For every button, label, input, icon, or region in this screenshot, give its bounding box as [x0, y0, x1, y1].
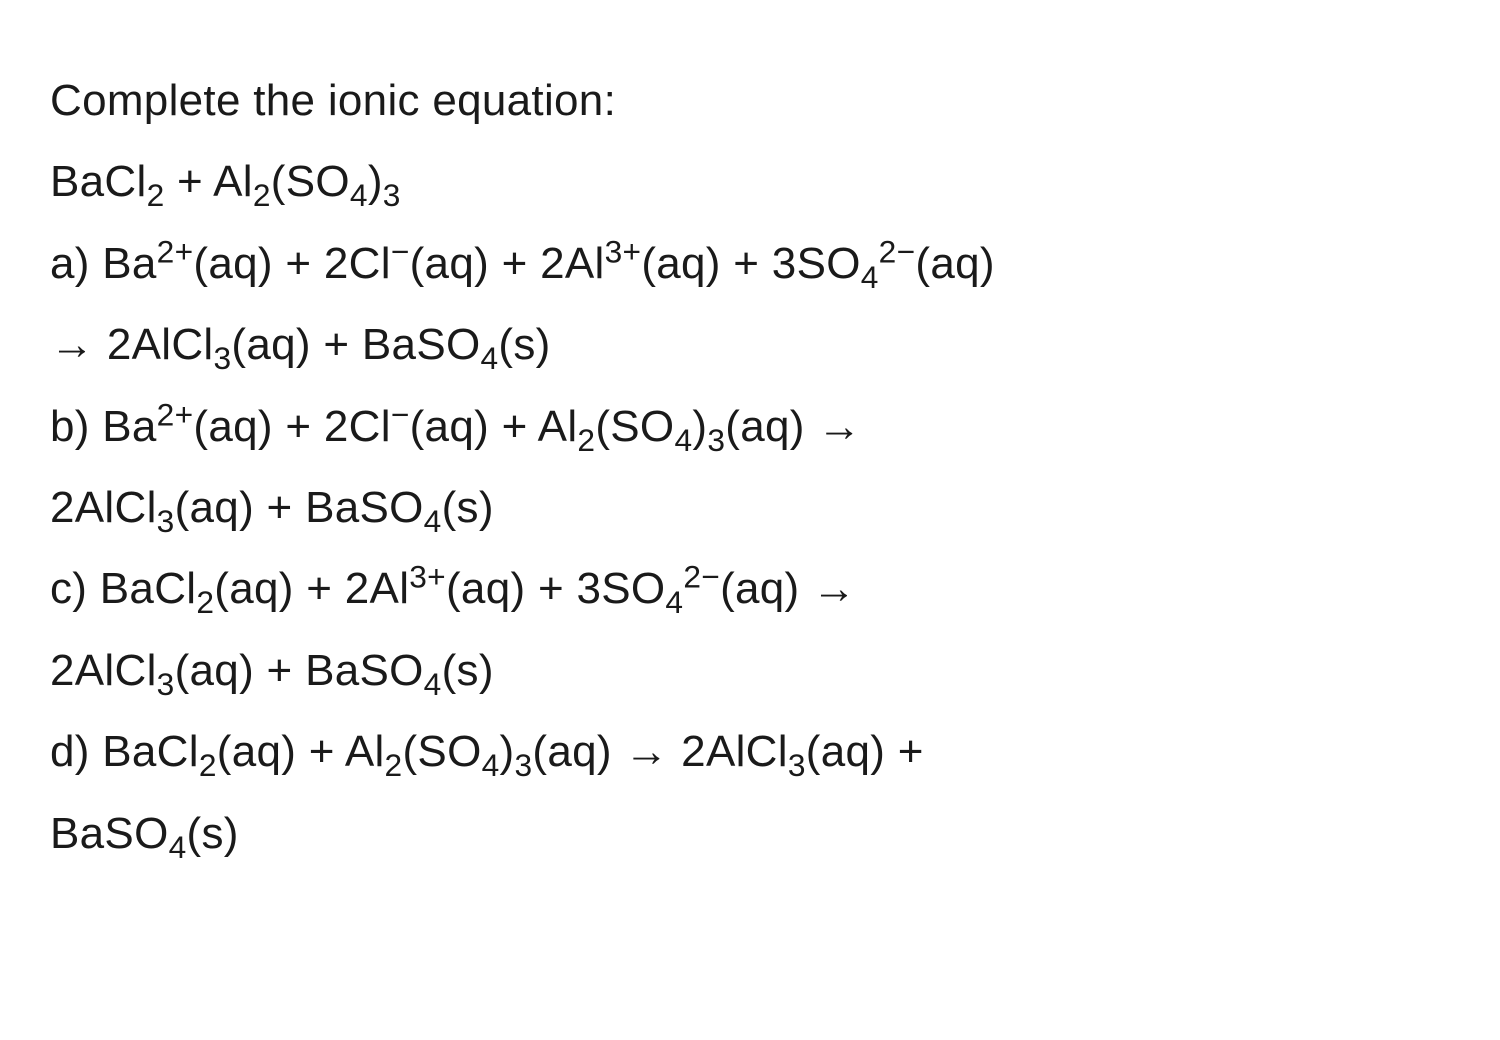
subscript: 4: [169, 828, 187, 864]
text-run: (aq) + 3SO: [446, 564, 665, 613]
subscript: 2: [577, 421, 595, 457]
subscript: 3: [213, 340, 231, 376]
text-run: (SO: [402, 727, 481, 776]
text-run: (aq) + Al: [410, 402, 578, 451]
superscript: 2−: [683, 559, 720, 595]
text-run: (SO: [271, 157, 350, 206]
option-a: a) Ba2+(aq) + 2Cl−(aq) + 2Al3+(aq) + 3SO…: [50, 223, 1450, 386]
subscript: 2: [385, 747, 403, 783]
subscript: 3: [383, 177, 401, 213]
subscript: 4: [424, 503, 442, 539]
text-run: (aq) + BaSO: [175, 646, 424, 695]
prompt-line: Complete the ionic equation:: [50, 60, 1450, 141]
superscript: −: [391, 396, 410, 432]
subscript: 3: [707, 421, 725, 457]
text-run: (s): [442, 483, 494, 532]
text-run: Complete the ionic equation:: [50, 76, 616, 125]
subscript: 4: [665, 584, 683, 620]
text-run: (s): [187, 809, 239, 858]
text-run: (aq) + 3SO: [641, 239, 860, 288]
text-run: (aq) + 2Cl: [193, 239, 390, 288]
text-run: ): [500, 727, 515, 776]
superscript: 3+: [409, 559, 446, 595]
subscript: 2: [253, 177, 271, 213]
superscript: 2−: [879, 233, 916, 269]
subscript: 2: [196, 584, 214, 620]
subscript: 2: [199, 747, 217, 783]
text-run: a) Ba: [50, 239, 157, 288]
subscript: 4: [861, 259, 879, 295]
text-run: (aq) →: [725, 402, 861, 451]
subscript: 3: [514, 747, 532, 783]
text-run: 2AlCl: [50, 646, 157, 695]
option-b: b) Ba2+(aq) + 2Cl−(aq) + Al2(SO4)3(aq) →…: [50, 386, 1450, 549]
text-run: BaCl: [50, 157, 147, 206]
text-run: (SO: [595, 402, 674, 451]
subscript: 3: [788, 747, 806, 783]
subscript: 4: [481, 340, 499, 376]
text-run: (s): [498, 320, 550, 369]
superscript: −: [391, 233, 410, 269]
text-run: 2AlCl: [50, 483, 157, 532]
subscript: 4: [482, 747, 500, 783]
text-run: (aq) + BaSO: [175, 483, 424, 532]
question-page: Complete the ionic equation: BaCl2 + Al2…: [0, 0, 1500, 924]
text-run: (aq) + 2Cl: [193, 402, 390, 451]
subscript: 3: [157, 666, 175, 702]
subscript: 4: [424, 666, 442, 702]
text-run: (aq) + BaSO: [231, 320, 480, 369]
text-run: ): [692, 402, 707, 451]
subscript: 3: [157, 503, 175, 539]
subscript: 4: [674, 421, 692, 457]
text-run: (aq) +: [806, 727, 924, 776]
text-run: b) Ba: [50, 402, 157, 451]
text-run: (aq): [915, 239, 994, 288]
subscript: 4: [350, 177, 368, 213]
text-run: (aq) + 2Al: [410, 239, 605, 288]
text-run: ): [368, 157, 383, 206]
text-run: + Al: [165, 157, 253, 206]
text-run: d) BaCl: [50, 727, 199, 776]
text-run: (aq) → 2AlCl: [532, 727, 787, 776]
superscript: 2+: [157, 233, 194, 269]
option-c: c) BaCl2(aq) + 2Al3+(aq) + 3SO42−(aq) →2…: [50, 548, 1450, 711]
given-reaction: BaCl2 + Al2(SO4)3: [50, 141, 1450, 222]
text-run: (s): [442, 646, 494, 695]
text-run: → 2AlCl: [50, 320, 213, 369]
text-run: (aq) →: [720, 564, 856, 613]
text-run: (aq) + Al: [217, 727, 385, 776]
superscript: 3+: [605, 233, 642, 269]
subscript: 2: [147, 177, 165, 213]
text-run: (aq) + 2Al: [214, 564, 409, 613]
option-d: d) BaCl2(aq) + Al2(SO4)3(aq) → 2AlCl3(aq…: [50, 711, 1450, 874]
text-run: c) BaCl: [50, 564, 196, 613]
superscript: 2+: [157, 396, 194, 432]
text-run: BaSO: [50, 809, 169, 858]
